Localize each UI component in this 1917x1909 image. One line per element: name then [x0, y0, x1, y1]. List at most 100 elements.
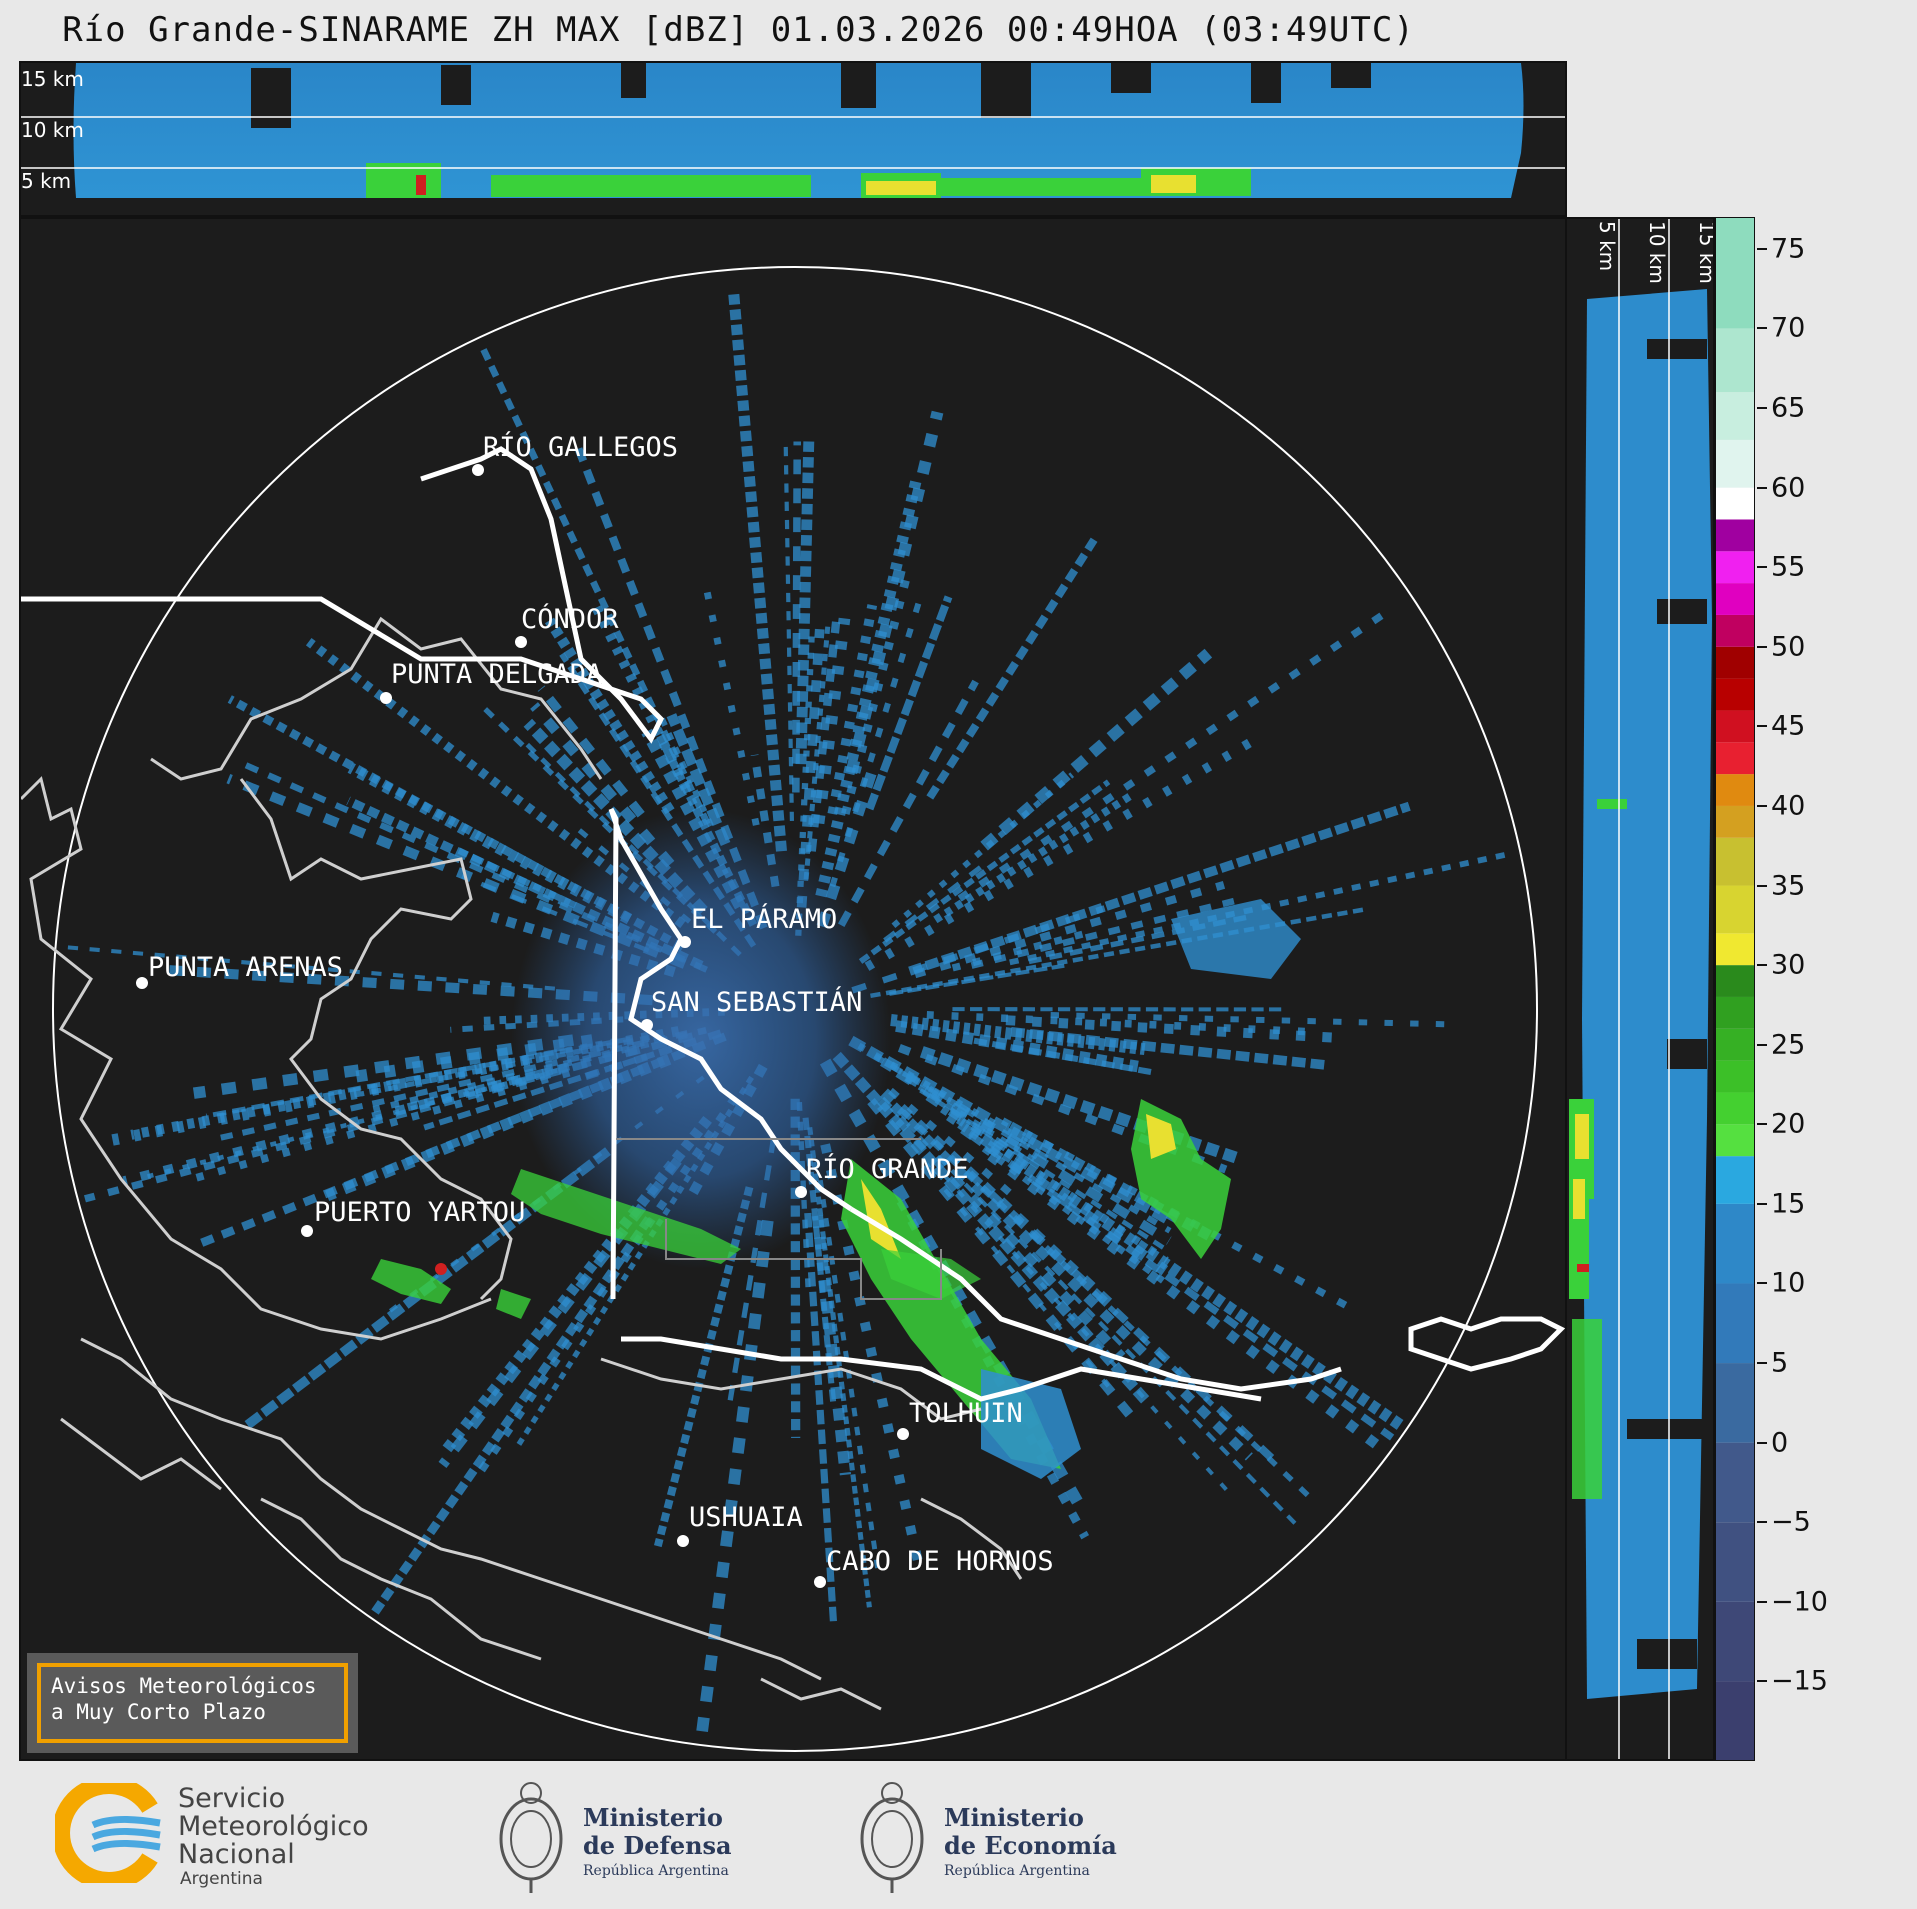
colorbar-segment — [1715, 1442, 1755, 1523]
colorbar-segment — [1715, 1060, 1755, 1093]
side-altitude-label-5km: 5 km — [1595, 221, 1619, 272]
radar-echo-ray — [838, 679, 979, 927]
radar-echo-ray — [62, 944, 556, 991]
radar-echo-ray — [845, 410, 944, 775]
smn-logo-line3: Nacional — [178, 1839, 295, 1870]
city-marker-puerto-yartou — [301, 1225, 313, 1237]
colorbar-segment — [1715, 487, 1755, 520]
colorbar-tick-label: 65 — [1771, 392, 1806, 424]
radar-echo-ray — [796, 628, 825, 908]
radar-echo-ray — [904, 1076, 1041, 1165]
colorbar-tick — [1757, 725, 1767, 728]
colorbar-tick-label: 40 — [1771, 790, 1806, 822]
alert-box-inner: Avisos Meteorológicos a Muy Corto Plazo — [37, 1663, 348, 1743]
footer-logos: Servicio Meteorológico Nacional Argentin… — [0, 1761, 1917, 1909]
alert-line-1: Avisos Meteorológicos — [51, 1674, 317, 1698]
colorbar-tick — [1757, 1441, 1767, 1444]
colorbar-tick — [1757, 1362, 1767, 1365]
radar-echo-ray — [926, 537, 1098, 800]
colorbar-tick — [1757, 804, 1767, 807]
defensa-logo-line3: República Argentina — [583, 1863, 729, 1879]
radar-clutter-center — [511, 809, 891, 1269]
colorbar-tick — [1757, 645, 1767, 648]
side-echo-field — [1582, 289, 1712, 1699]
radar-echo-ray — [545, 617, 675, 815]
colorbar-tick — [1757, 486, 1767, 489]
radar-echo-ray — [226, 774, 687, 969]
alert-box[interactable]: Avisos Meteorológicos a Muy Corto Plazo — [27, 1653, 358, 1753]
city-marker-san-sebastian — [641, 1019, 653, 1031]
colorbar-tick-label: 15 — [1771, 1188, 1806, 1220]
city-label-san-sebastian: SAN SEBASTIÁN — [651, 987, 863, 1018]
range-ring — [52, 266, 1538, 1752]
radar-echo-ray — [873, 1053, 1172, 1234]
radar-echo-ray — [1005, 1015, 1334, 1043]
colorbar-segment — [1715, 439, 1755, 488]
colorbar-tick — [1757, 964, 1767, 967]
alert-line-2: a Muy Corto Plazo — [51, 1700, 266, 1724]
city-marker-tolhuin — [897, 1428, 909, 1440]
radar-echo-ray — [702, 586, 760, 826]
colorbar-tick-label: 5 — [1771, 1347, 1789, 1379]
altitude-label-15km: 15 km — [21, 67, 84, 91]
city-label-punta-arenas: PUNTA ARENAS — [148, 952, 344, 983]
radar-echo-ray — [1050, 1012, 1457, 1028]
coastlines — [21, 616, 1023, 1711]
radar-echo-ray — [696, 1219, 774, 1732]
radar-echo-ray — [537, 685, 645, 818]
radar-echo-ray — [655, 709, 714, 828]
radar-echo-ray — [227, 695, 685, 952]
colorbar-segment — [1715, 1028, 1755, 1061]
side-altitude-label-15km: 15 km — [1695, 221, 1715, 284]
altitude-label-5km: 5 km — [21, 169, 72, 193]
radar-echo-ray — [987, 1151, 1387, 1454]
colorbar-tick-label: 0 — [1771, 1427, 1789, 1459]
top-echo-gaps — [251, 63, 1371, 128]
colorbar-segment — [1715, 614, 1755, 647]
colorbar-segment — [1715, 1203, 1755, 1284]
smn-logo-icon — [55, 1783, 161, 1883]
radar-echo-ray — [360, 1034, 651, 1097]
radar-echo-ray — [858, 779, 1111, 964]
colorbar-segment — [1715, 742, 1755, 775]
colorbar-tick — [1757, 884, 1767, 887]
radar-echo-ray — [889, 1102, 1253, 1461]
colorbar-segments — [1715, 217, 1755, 1761]
colorbar-tick-label: 45 — [1771, 710, 1806, 742]
colorbar-segment — [1715, 965, 1755, 997]
radar-echo-ray — [803, 625, 831, 880]
top-cross-section-svg — [21, 63, 1565, 198]
city-label-punta-delgada: PUNTA DELGADA — [391, 659, 603, 690]
colorbar-tick — [1757, 1680, 1767, 1683]
top-cross-section: 15 km 10 km 5 km — [19, 61, 1567, 217]
radar-echo-ray — [857, 1042, 1039, 1151]
radar-echo-ray — [913, 881, 1226, 979]
radar-echo-ray — [804, 1212, 838, 1624]
radar-echo-ray — [1009, 850, 1514, 966]
radar-echo-ray — [475, 1094, 739, 1478]
colorbar-segment — [1715, 583, 1755, 615]
colorbar-tick-label: 35 — [1771, 870, 1806, 902]
radar-echo-ray — [896, 1199, 1090, 1540]
radar-echo-ray — [795, 437, 815, 765]
side-altitude-label-10km: 10 km — [1645, 221, 1669, 284]
colorbar-frame — [1715, 217, 1755, 1761]
radar-echo-ray — [480, 704, 718, 934]
colorbar-segment — [1715, 805, 1755, 838]
top-strong-echo — [366, 163, 1251, 198]
colorbar-segment — [1715, 551, 1755, 584]
city-label-el-paramo: EL PÁRAMO — [691, 904, 838, 935]
radar-echo-ray — [888, 1087, 1020, 1203]
economia-logo-line3: República Argentina — [944, 1863, 1090, 1879]
colorbar-segment — [1715, 885, 1755, 934]
radar-echo-ray — [815, 480, 922, 898]
colorbar-tick-label: 10 — [1771, 1267, 1806, 1299]
colorbar-tick-label: 55 — [1771, 551, 1806, 583]
radar-map: RÍO GALLEGOS CÓNDOR PUNTA DELGADA EL PÁR… — [19, 217, 1567, 1761]
radar-echo-ray — [812, 617, 851, 825]
colorbar-segment — [1715, 1681, 1755, 1761]
radar-echo-ray — [942, 1173, 1232, 1495]
city-marker-el-paramo — [679, 936, 691, 948]
defensa-seal-icon — [499, 1782, 563, 1893]
colorbar — [1715, 217, 1755, 1761]
